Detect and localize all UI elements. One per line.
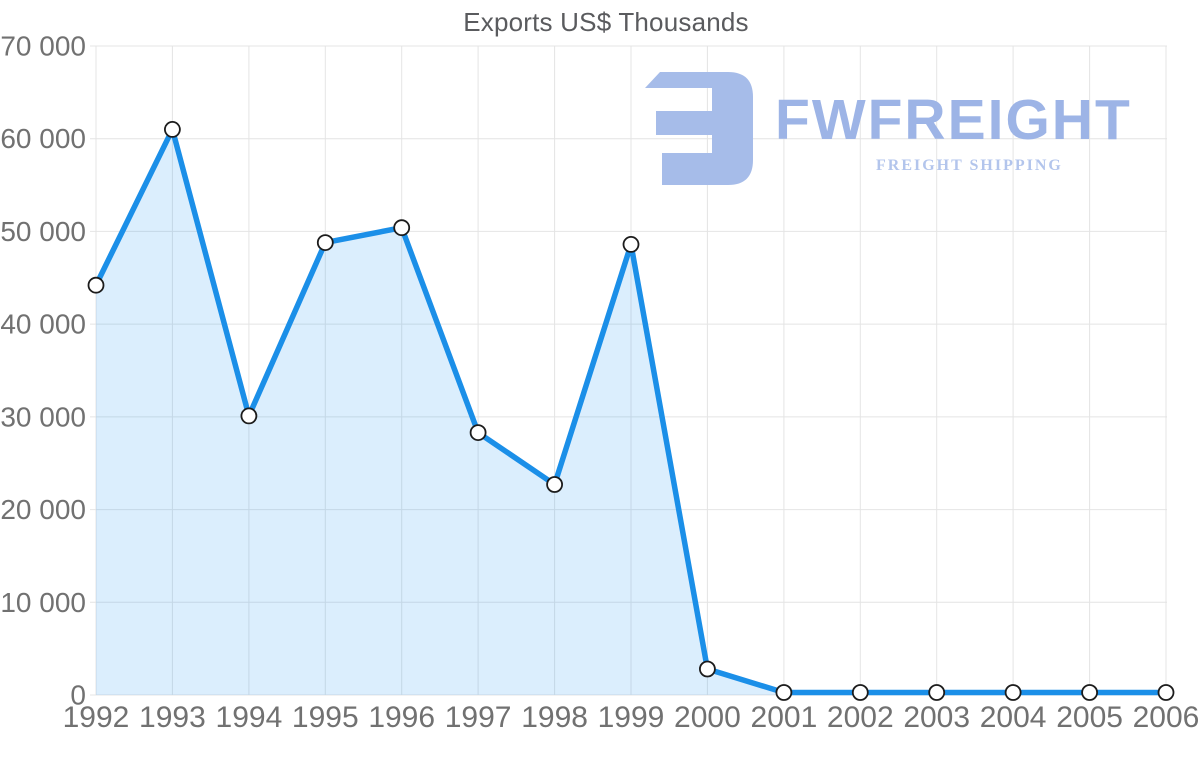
x-axis-label-1994: 1994 [216,701,283,734]
x-axis-label-2003: 2003 [903,701,970,734]
data-point-1997[interactable] [469,424,487,442]
x-axis-label-1993: 1993 [139,701,206,734]
x-axis-label-1996: 1996 [368,701,435,734]
data-point-2006[interactable] [1157,684,1175,701]
x-axis-label-2004: 2004 [980,701,1047,734]
data-point-2004[interactable] [1004,684,1022,701]
x-axis-label-2005: 2005 [1056,701,1123,734]
y-axis-label-5: 50 000 [0,216,86,247]
x-axis-label-2002: 2002 [827,701,894,734]
data-point-1993[interactable] [163,120,181,138]
data-point-1999[interactable] [622,235,640,253]
data-point-2001[interactable] [775,684,793,701]
x-axis-label-1995: 1995 [292,701,359,734]
y-axis-label-7: 70 000 [0,31,86,62]
data-point-1995[interactable] [316,234,334,252]
y-axis-label-0: 0 [70,680,86,711]
y-axis-label-2: 20 000 [0,494,86,525]
x-axis-label-2000: 2000 [674,701,741,734]
data-point-2005[interactable] [1081,684,1098,701]
y-axis-label-4: 40 000 [0,309,86,340]
series-area-fill [96,129,1166,695]
data-point-1994[interactable] [240,407,258,425]
y-axis-label-1: 10 000 [0,587,86,618]
data-point-2003[interactable] [928,684,946,701]
x-axis-label-2006: 2006 [1133,701,1200,734]
chart-title: Exports US$ Thousands [463,7,749,37]
x-axis-label-2001: 2001 [751,701,818,734]
y-axis-label-3: 30 000 [0,401,86,432]
data-point-2000[interactable] [699,660,716,678]
x-axis-label-1998: 1998 [521,701,588,734]
x-axis-label-1997: 1997 [445,701,512,734]
data-point-1992[interactable] [87,276,105,294]
y-axis-label-6: 60 000 [0,123,86,154]
data-point-1998[interactable] [546,476,563,493]
data-point-1996[interactable] [393,219,411,237]
x-axis-label-1999: 1999 [598,701,665,734]
x-axis-label-1992: 1992 [63,701,130,734]
data-point-2002[interactable] [851,684,869,701]
